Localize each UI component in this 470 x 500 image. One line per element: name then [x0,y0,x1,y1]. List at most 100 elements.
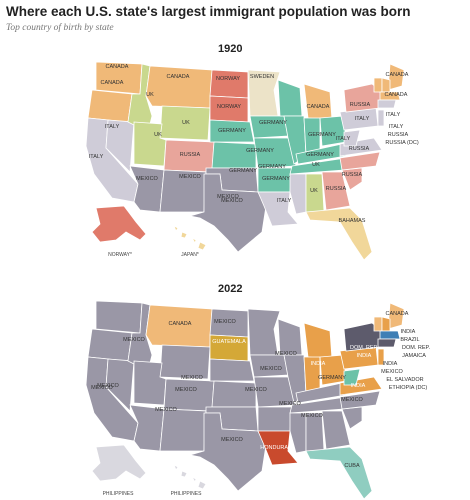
map-1920-label: CANADA [386,72,409,78]
map-1920-label: GERMANY [262,176,290,182]
map-2022-inset-label: PHILIPPINES [171,491,203,497]
map-1920-label: GERMANY [218,128,246,134]
page-title: Where each U.S. state's largest immigran… [6,4,411,19]
map-1920-label: UK [182,120,190,126]
map-2022-label: DOM. REP. [402,345,430,351]
map-1920-label: MEXICO [221,198,243,204]
map-2022-label: GUATEMALA [212,339,246,345]
state-nc-1920 [339,151,381,171]
map-2022-label: CANADA [169,321,192,327]
state-ky-1920 [295,143,347,165]
map-1920-label: RUSSIA [342,172,363,178]
map-2022-label: CANADA [386,311,409,317]
map-2022-label: MEXICO [279,401,301,407]
state-ms-2022 [289,412,307,454]
map-1920-label: ITALY [355,116,370,122]
state-ri-ct-1920 [377,99,397,109]
hawaii-inset-1920 [173,225,207,251]
map-1920-year: 1920 [218,43,243,55]
map-1920-label: CANADA [101,80,124,86]
state-ar-2022 [257,406,293,432]
state-nm-2022 [159,408,207,452]
state-mi-1920 [303,83,333,121]
map-2022-label: EL SALVADOR [386,377,423,383]
state-wy-2022 [159,344,211,380]
map-1920-label: MEXICO [217,194,239,200]
state-mt-1920 [145,65,213,109]
state-ut-1920 [133,121,167,167]
map-2022-label: MEXICO [97,383,119,389]
map-2022-label: BRAZIL [400,337,419,343]
map-1920-label: ITALY [89,154,104,160]
state-vt-2022 [373,316,383,332]
state-ri-ct-2022 [377,338,397,348]
map-2022-label: MEXICO [221,437,243,443]
map-1920-label: MEXICO [179,174,201,180]
hawaii-inset-2022 [173,464,207,490]
state-wa-2022 [95,300,143,334]
map-2022-label: INDIA [383,361,398,367]
map-1920-label: ITALY [389,124,404,130]
map-2022-year: 2022 [218,283,243,295]
state-nh-2022 [381,316,391,332]
map-1920-label: CANADA [167,74,190,80]
map-1920-label: RUSSIA [180,152,201,158]
map-2022-label: DOM. REP. [350,345,378,351]
state-ks-2022 [211,380,257,408]
map-2022-inset-label: PHILIPPINES [103,491,135,497]
map-1920-label: GERMANY [259,120,287,126]
state-wv-1920 [343,129,361,147]
state-nj-1920 [377,109,385,127]
state-ne-1920 [209,119,255,143]
state-nc-2022 [339,390,381,410]
map-1920-label: CANADA [106,64,129,70]
map-1920-label: ITALY [277,198,292,204]
state-ga-2022 [321,410,351,450]
state-nj-2022 [377,348,385,366]
state-nh-1920 [381,77,391,93]
map-2022-label: MEXICO [155,407,177,413]
map-1920-label: SWEDEN [250,74,274,80]
map-2022-label: MEXICO [245,387,267,393]
map-1920-label: UK [312,162,320,168]
state-ma-1920 [379,91,401,101]
map-2022-label: HONDURAS [260,445,292,451]
alaska-inset-1920 [91,205,147,243]
state-ky-2022 [295,382,347,404]
map-2022-label: JAMAICA [402,353,426,359]
map-1920-label: BAHAMAS [339,218,366,224]
state-tx-2022 [189,412,267,492]
map-1920-label: RUSSIA [326,186,347,192]
map-1920-label: MEXICO [136,176,158,182]
map-2022-label: MEXICO [381,369,403,375]
map-1920-label: GERMANY [306,152,334,158]
map-2022-label: MEXICO [123,337,145,343]
map-1920-label: CANADA [385,92,408,98]
map-2022-label: MEXICO [301,413,323,419]
state-ut-2022 [133,360,167,406]
map-1920-label: GERMANY [229,168,257,174]
map-2022-label: MEXICO [91,385,113,391]
map-2022-label: MEXICO [181,375,203,381]
state-nv-1920 [105,119,135,173]
map-1920-label: UK [146,92,154,98]
map-1920-label: RUSSIA [388,132,409,138]
state-nd-1920 [209,69,249,99]
map-1920-label: GERMANY [246,148,274,154]
map-2022-label: ETHIOPIA (DC) [389,385,428,391]
map-2022-label: MEXICO [214,319,236,325]
map-1920-label: ITALY [386,112,401,118]
state-wv-2022 [343,368,361,386]
state-ma-2022 [379,330,401,340]
map-1920-inset-label: JAPAN* [181,252,199,258]
map-1920-label: RUSSIA [349,146,370,152]
map-2022-label: MEXICO [260,366,282,372]
state-ne-2022 [209,358,255,382]
state-ga-1920 [321,171,351,211]
map-2022-label: MEXICO [175,387,197,393]
state-mn-2022 [247,308,281,356]
state-mi-2022 [303,322,333,360]
map-2022-label: MEXICO [275,351,297,357]
map-2022-label: GERMANY [318,375,346,381]
state-mn-1920 [247,69,281,117]
